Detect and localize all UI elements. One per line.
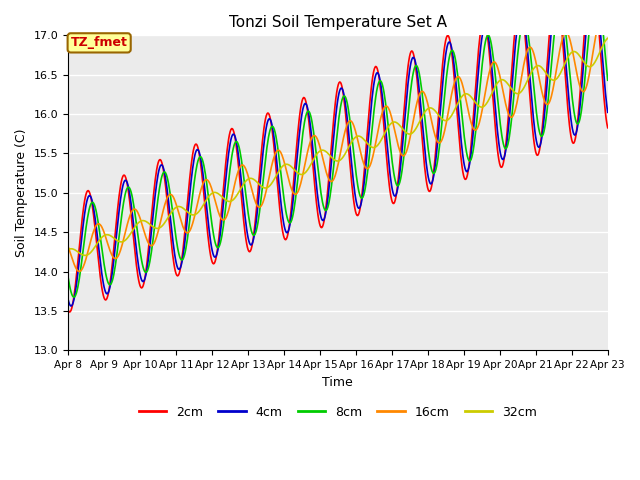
16cm bbox=[420, 90, 428, 96]
32cm bbox=[81, 252, 89, 258]
Line: 16cm: 16cm bbox=[68, 18, 608, 272]
4cm bbox=[420, 137, 428, 143]
32cm bbox=[420, 111, 428, 117]
16cm bbox=[76, 269, 83, 275]
Title: Tonzi Soil Temperature Set A: Tonzi Soil Temperature Set A bbox=[229, 15, 447, 30]
Line: 4cm: 4cm bbox=[68, 0, 608, 306]
16cm bbox=[185, 229, 193, 235]
8cm bbox=[185, 225, 193, 230]
2cm bbox=[64, 307, 72, 312]
16cm bbox=[404, 144, 412, 149]
4cm bbox=[64, 296, 72, 302]
4cm bbox=[67, 303, 75, 309]
4cm bbox=[214, 249, 221, 255]
8cm bbox=[404, 112, 412, 118]
16cm bbox=[130, 206, 138, 212]
2cm bbox=[130, 241, 138, 247]
8cm bbox=[130, 204, 138, 210]
2cm bbox=[404, 63, 412, 69]
32cm bbox=[74, 249, 82, 255]
2cm bbox=[66, 309, 74, 315]
4cm bbox=[604, 109, 612, 115]
32cm bbox=[64, 247, 72, 252]
32cm bbox=[404, 131, 412, 137]
16cm bbox=[214, 206, 221, 212]
Text: TZ_fmet: TZ_fmet bbox=[71, 36, 127, 49]
16cm bbox=[604, 30, 612, 36]
2cm bbox=[214, 247, 221, 253]
16cm bbox=[64, 243, 72, 249]
4cm bbox=[404, 81, 412, 86]
32cm bbox=[604, 36, 612, 41]
32cm bbox=[130, 225, 138, 231]
8cm bbox=[214, 245, 221, 251]
4cm bbox=[185, 200, 193, 206]
16cm bbox=[74, 268, 82, 274]
2cm bbox=[185, 184, 193, 190]
4cm bbox=[75, 264, 83, 270]
32cm bbox=[185, 210, 193, 216]
Y-axis label: Soil Temperature (C): Soil Temperature (C) bbox=[15, 129, 28, 257]
Line: 32cm: 32cm bbox=[68, 38, 608, 255]
16cm bbox=[598, 15, 605, 21]
2cm bbox=[75, 252, 83, 258]
Line: 2cm: 2cm bbox=[68, 0, 608, 312]
4cm bbox=[130, 226, 138, 232]
8cm bbox=[75, 280, 83, 286]
Line: 8cm: 8cm bbox=[68, 0, 608, 297]
8cm bbox=[420, 106, 428, 111]
Legend: 2cm, 4cm, 8cm, 16cm, 32cm: 2cm, 4cm, 8cm, 16cm, 32cm bbox=[134, 401, 542, 424]
8cm bbox=[604, 77, 612, 83]
8cm bbox=[70, 294, 78, 300]
X-axis label: Time: Time bbox=[323, 376, 353, 389]
2cm bbox=[420, 156, 428, 162]
8cm bbox=[64, 274, 72, 280]
2cm bbox=[604, 125, 612, 131]
32cm bbox=[214, 190, 221, 196]
